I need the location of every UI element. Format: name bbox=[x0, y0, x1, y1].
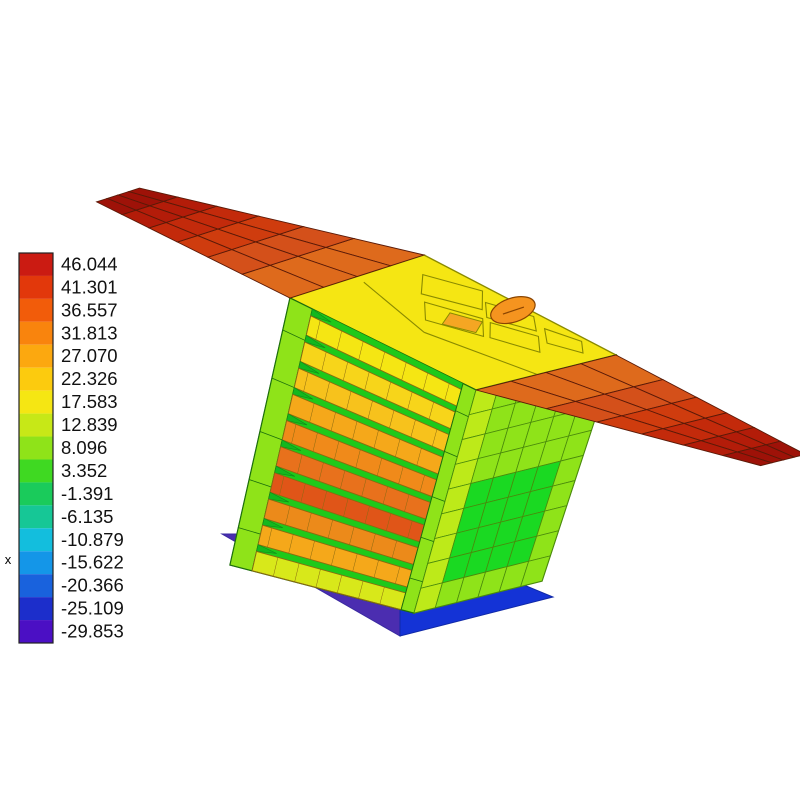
svg-text:41.301: 41.301 bbox=[61, 276, 118, 297]
svg-text:36.557: 36.557 bbox=[61, 299, 118, 320]
svg-text:-10.879: -10.879 bbox=[61, 529, 124, 550]
svg-text:12.839: 12.839 bbox=[61, 414, 118, 435]
svg-text:x: x bbox=[5, 552, 12, 567]
svg-text:-25.109: -25.109 bbox=[61, 598, 124, 619]
svg-text:27.070: 27.070 bbox=[61, 345, 118, 366]
svg-text:46.044: 46.044 bbox=[61, 253, 118, 274]
svg-text:-29.853: -29.853 bbox=[61, 621, 124, 642]
svg-text:-6.135: -6.135 bbox=[61, 506, 113, 527]
svg-text:-1.391: -1.391 bbox=[61, 483, 113, 504]
svg-text:8.096: 8.096 bbox=[61, 437, 107, 458]
svg-text:31.813: 31.813 bbox=[61, 322, 118, 343]
svg-text:17.583: 17.583 bbox=[61, 391, 118, 412]
svg-text:22.326: 22.326 bbox=[61, 368, 118, 389]
svg-text:-15.622: -15.622 bbox=[61, 552, 124, 573]
svg-text:-20.366: -20.366 bbox=[61, 575, 124, 596]
svg-text:3.352: 3.352 bbox=[61, 460, 107, 481]
